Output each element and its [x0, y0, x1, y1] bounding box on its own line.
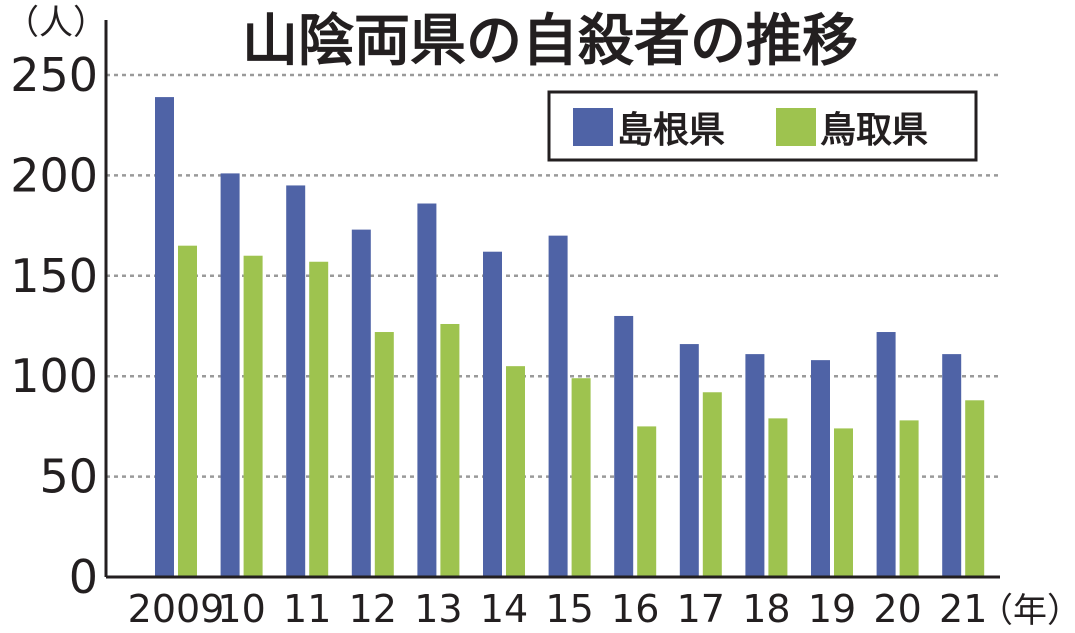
bar-shimane [614, 315, 634, 577]
bar-tottori [834, 428, 853, 577]
y-tick-labels: 0 50 100 150 200 250 [10, 48, 98, 604]
chart-title: 山陰両県の自殺者の推移 [242, 9, 858, 74]
bar-tottori [440, 323, 460, 577]
x-tick-label: 17 [677, 587, 725, 629]
x-tick-label: 10 [217, 587, 265, 629]
x-tick-label: 20 [873, 587, 921, 629]
x-tick-label: 14 [480, 587, 528, 629]
bar-shimane [351, 229, 371, 577]
bar-tottori [768, 418, 788, 577]
bars-layer [155, 97, 985, 578]
legend-label-tottori: 鳥取県 [820, 110, 928, 151]
bar-shimane [483, 251, 502, 578]
y-tick-label: 250 [10, 48, 98, 102]
y-unit-label: （人） [5, 3, 107, 43]
legend-box [547, 90, 978, 162]
x-tick-label: 21 [939, 587, 987, 629]
x-tick-label: 19 [808, 587, 856, 629]
bar-shimane [220, 173, 240, 577]
x-unit-label: （年） [979, 591, 1075, 629]
bar-shimane [679, 344, 699, 577]
bar-shimane [417, 203, 437, 577]
bar-tottori [506, 366, 525, 577]
bar-tottori [243, 255, 263, 577]
bar-tottori [637, 426, 657, 577]
x-tick-label: 18 [742, 587, 790, 629]
bar-shimane [876, 332, 896, 577]
x-tick-label: 13 [414, 587, 462, 629]
bar-tottori [178, 245, 197, 577]
x-tick-label: 11 [283, 587, 331, 629]
axis-layer [104, 20, 1000, 579]
legend-label-shimane: 島根県 [617, 110, 725, 151]
legend-swatch-shimane [573, 108, 613, 146]
x-tick-label: 16 [611, 587, 659, 629]
y-tick-label: 200 [10, 148, 98, 202]
bar-tottori [965, 400, 985, 577]
y-tick-label: 0 [69, 550, 98, 604]
bar-shimane [548, 235, 568, 577]
bar-tottori [309, 261, 329, 577]
bar-shimane [811, 360, 830, 577]
bar-shimane [942, 354, 962, 577]
y-tick-label: 100 [10, 349, 98, 403]
y-tick-label: 150 [10, 249, 98, 303]
bar-shimane [286, 185, 306, 577]
bar-tottori [374, 332, 394, 577]
bar-shimane [155, 97, 174, 577]
x-tick-label: 15 [545, 587, 593, 629]
bar-tottori [571, 378, 591, 577]
legend-swatch-tottori [776, 108, 816, 146]
legend: 島根県 鳥取県 [547, 90, 978, 162]
bar-tottori [702, 392, 722, 577]
x-tick-label: 12 [349, 587, 397, 629]
x-tick-label: 2009 [128, 587, 225, 629]
bar-tottori [899, 420, 919, 577]
y-tick-label: 50 [39, 450, 98, 504]
bar-shimane [745, 354, 765, 577]
